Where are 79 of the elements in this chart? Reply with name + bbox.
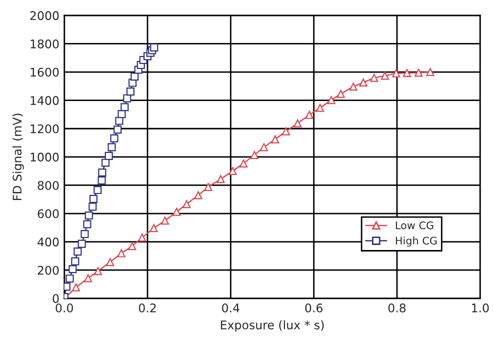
point: [94, 186, 102, 194]
x-tick-label: 0.6: [305, 303, 322, 312]
x-tick-label: 0.8: [388, 303, 406, 312]
point: [118, 110, 126, 118]
point: [294, 119, 302, 128]
point: [250, 150, 258, 159]
point: [150, 43, 158, 52]
point: [120, 103, 129, 112]
point: [74, 248, 82, 256]
point: [66, 274, 74, 283]
point: [123, 94, 132, 102]
y-tick-label: 200: [38, 266, 59, 275]
point: [117, 249, 126, 258]
point: [89, 194, 98, 203]
point: [305, 110, 314, 119]
legend-label: High CG: [396, 236, 437, 247]
x-tick-label: 0.2: [138, 303, 156, 312]
point: [126, 88, 134, 96]
point: [128, 242, 136, 250]
point: [172, 208, 181, 216]
y-tick-label: 1200: [30, 124, 59, 134]
point: [84, 211, 93, 220]
y-tick-label: 800: [38, 180, 59, 190]
point: [240, 159, 248, 168]
point: [115, 116, 124, 125]
point: [72, 283, 80, 292]
point: [78, 240, 86, 248]
y-tick-label: 2000: [30, 11, 59, 20]
x-tick-label: 0.0: [56, 303, 73, 312]
point: [228, 166, 237, 175]
point: [349, 82, 358, 91]
point: [68, 265, 77, 274]
point: [336, 90, 345, 98]
point: [138, 234, 146, 242]
point: [402, 68, 411, 78]
y-tick-label: 1800: [30, 39, 59, 48]
point: [110, 134, 118, 142]
point: [414, 68, 423, 77]
point: [94, 267, 102, 276]
x-tick-label: 0.4: [222, 303, 240, 312]
point: [106, 258, 114, 266]
y-tick-label: 400: [38, 238, 59, 246]
point: [108, 143, 116, 152]
point: [316, 104, 324, 112]
x-tick-label: 1.0: [472, 303, 489, 312]
point: [194, 191, 202, 200]
point: [150, 224, 158, 232]
y-tick-label: 1400: [30, 96, 59, 105]
point: [204, 182, 212, 191]
point: [380, 72, 389, 80]
point: [216, 175, 225, 184]
x-axis-title: Exposure (lux * s): [220, 320, 324, 332]
point: [88, 202, 97, 211]
y-tick-label: 1000: [30, 152, 59, 162]
point: [282, 127, 290, 136]
point: [98, 176, 106, 184]
point: [426, 68, 434, 76]
point: [130, 72, 139, 81]
point: [182, 200, 191, 208]
point: [71, 257, 80, 266]
point: [271, 135, 280, 144]
point: [370, 74, 378, 82]
y-tick-label: 1600: [30, 68, 59, 77]
point: [104, 152, 113, 160]
point: [80, 230, 89, 238]
point: [84, 274, 92, 282]
point: [260, 143, 268, 152]
point: [114, 126, 122, 134]
legend-label: Low CG: [396, 221, 434, 230]
point: [359, 78, 368, 87]
point: [160, 216, 169, 225]
point: [98, 168, 106, 177]
point: [327, 96, 336, 104]
point: [392, 69, 400, 78]
y-tick-label: 600: [38, 209, 59, 218]
y-axis-title: FD Signal (mV): [12, 114, 24, 200]
point: [83, 220, 92, 228]
point: [101, 158, 110, 167]
y-tick-label: 0: [52, 294, 59, 304]
